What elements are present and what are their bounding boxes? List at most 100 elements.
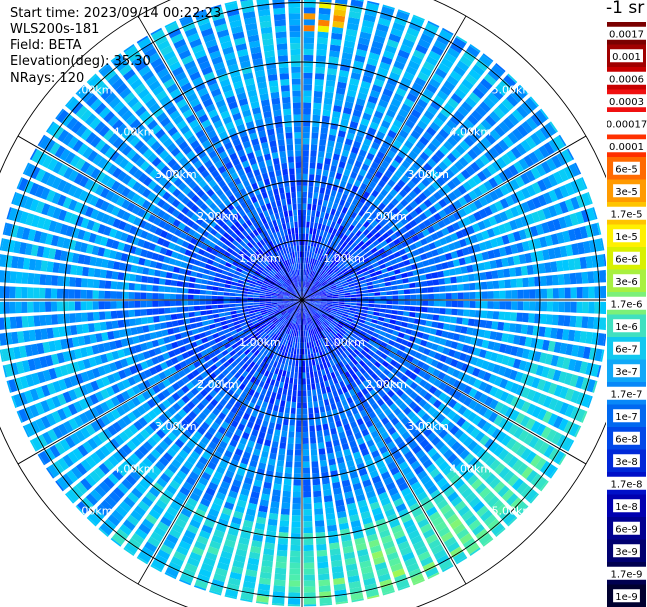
ray-gate bbox=[304, 281, 306, 288]
ray-gate bbox=[11, 331, 19, 344]
ray-gate bbox=[272, 373, 278, 381]
ray-gate bbox=[515, 444, 527, 457]
ray-gate bbox=[303, 312, 305, 319]
ray-gate bbox=[306, 221, 310, 228]
ray-gate bbox=[365, 589, 379, 598]
ray-gate bbox=[186, 440, 196, 450]
ray-gate bbox=[408, 440, 418, 450]
ray-gate bbox=[132, 335, 140, 344]
ray-gate bbox=[303, 324, 305, 331]
ray-gate bbox=[404, 420, 414, 430]
ray-gate bbox=[390, 466, 400, 476]
ray-gate bbox=[326, 277, 332, 282]
ray-gate bbox=[176, 398, 186, 408]
ray-gate bbox=[586, 207, 596, 221]
ray-gate bbox=[275, 355, 280, 363]
ray-gate bbox=[176, 307, 183, 313]
ray-gate bbox=[476, 141, 487, 153]
ray-gate bbox=[103, 342, 111, 352]
ray-gate bbox=[321, 280, 327, 286]
ray-gate bbox=[296, 348, 300, 355]
ray-gate bbox=[446, 541, 460, 553]
ray-gate bbox=[379, 529, 391, 539]
ray-gate bbox=[553, 400, 564, 413]
ray-gate bbox=[305, 305, 310, 311]
ray-gate bbox=[366, 224, 374, 232]
ray-gate bbox=[350, 72, 361, 81]
ray-gate bbox=[322, 322, 328, 328]
ray-gate bbox=[313, 328, 317, 335]
ray-gate bbox=[367, 310, 374, 315]
ray-gate bbox=[478, 349, 487, 359]
ray-gate bbox=[461, 247, 470, 256]
ray-gate bbox=[422, 300, 429, 306]
ray-gate bbox=[346, 317, 353, 322]
ray-gate bbox=[539, 108, 549, 120]
ray-gate bbox=[390, 246, 399, 253]
ray-gate bbox=[159, 345, 168, 353]
ray-gate bbox=[603, 333, 606, 347]
ray-gate bbox=[558, 453, 567, 466]
ray-gate bbox=[147, 536, 161, 548]
ray-gate bbox=[371, 507, 383, 516]
ray-gate bbox=[462, 317, 469, 326]
ray-gate bbox=[463, 136, 475, 147]
ray-gate bbox=[289, 301, 296, 304]
ray-gate bbox=[370, 364, 378, 372]
ray-gate bbox=[419, 212, 428, 221]
ray-gate bbox=[361, 267, 369, 273]
ray-gate bbox=[280, 317, 286, 323]
ray-gate bbox=[392, 139, 403, 149]
ray-gate bbox=[347, 216, 354, 224]
ray-gate bbox=[269, 352, 275, 360]
ray-gate bbox=[553, 341, 562, 354]
ray-gate bbox=[312, 307, 318, 312]
ray-gate bbox=[138, 461, 149, 473]
ray-gate bbox=[321, 175, 328, 183]
ray-gate bbox=[435, 149, 445, 160]
ray-gate bbox=[412, 405, 422, 414]
ray-gate bbox=[379, 263, 387, 270]
ray-gate bbox=[373, 198, 381, 207]
ray-gate bbox=[503, 367, 513, 379]
ray-gate bbox=[0, 286, 4, 299]
ray-gate bbox=[224, 594, 237, 600]
ray-gate bbox=[363, 158, 372, 166]
ray-gate bbox=[382, 197, 390, 206]
ray-gate bbox=[217, 300, 224, 304]
ray-gate bbox=[234, 372, 241, 380]
ray-gate bbox=[346, 459, 355, 468]
ray-gate bbox=[395, 476, 406, 486]
ray-gate bbox=[341, 366, 348, 373]
ray-gate bbox=[340, 58, 352, 66]
ray-gate bbox=[229, 296, 236, 300]
ray-gate bbox=[443, 395, 453, 405]
ray-gate bbox=[431, 45, 444, 56]
ray-gate bbox=[338, 185, 345, 194]
ray-gate bbox=[284, 333, 289, 340]
ray-gate bbox=[77, 360, 86, 371]
ray-gate bbox=[342, 250, 349, 257]
ray-gate bbox=[334, 395, 341, 403]
ray-gate bbox=[516, 462, 529, 476]
ray-gate bbox=[310, 443, 317, 450]
ray-gate bbox=[48, 340, 57, 352]
ray-gate bbox=[221, 435, 231, 444]
ray-gate bbox=[155, 262, 163, 270]
ray-gate bbox=[343, 324, 350, 330]
ray-gate bbox=[373, 342, 380, 349]
ray-gate bbox=[116, 465, 128, 477]
ray-gate bbox=[221, 507, 233, 516]
ray-gate bbox=[335, 230, 341, 237]
ray-gate bbox=[316, 284, 323, 289]
ray-gate bbox=[422, 188, 432, 198]
ray-gate bbox=[317, 31, 329, 39]
ray-gate bbox=[523, 289, 530, 299]
ray-gate bbox=[461, 363, 470, 373]
ray-gate bbox=[362, 479, 372, 488]
ray-gate bbox=[468, 399, 478, 410]
ray-gate bbox=[371, 450, 380, 459]
ray-gate bbox=[422, 61, 435, 72]
ray-gate bbox=[386, 441, 396, 450]
ray-gate bbox=[229, 300, 236, 304]
